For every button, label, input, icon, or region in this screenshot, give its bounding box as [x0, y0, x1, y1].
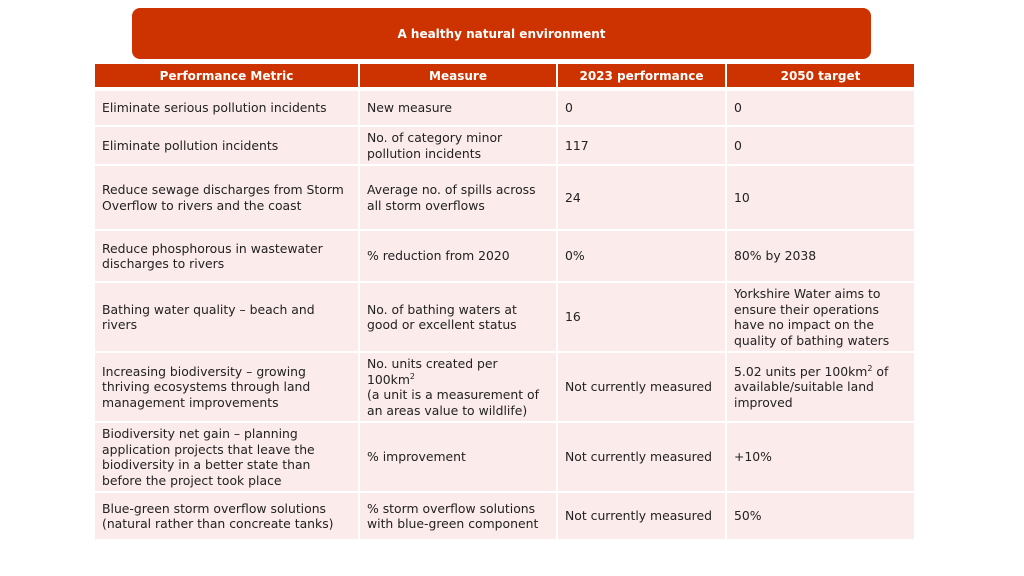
performance-table: Performance Metric Measure 2023 performa… — [95, 64, 914, 541]
measure-cell: % reduction from 2020 — [359, 230, 558, 283]
target-2050-cell: 80% by 2038 — [726, 230, 914, 283]
measure-cell: No. of category minor pollution incident… — [359, 126, 558, 166]
performance-2023-cell: 24 — [557, 165, 727, 231]
target-text: 5.02 units per 100km — [734, 363, 868, 379]
table-row: Increasing biodiversity – growing thrivi… — [95, 352, 914, 423]
measure-text: No. units created per 100km — [367, 356, 498, 387]
table-row: Bathing water quality – beach and rivers… — [95, 282, 914, 353]
performance-2023-cell: Not currently measured — [557, 492, 727, 541]
measure-cell: % storm overflow solutions with blue-gre… — [359, 492, 558, 541]
measure-cell: No. units created per 100km2 (a unit is … — [359, 352, 558, 423]
measure-note: (a unit is a measurement of an areas val… — [367, 387, 540, 418]
target-2050-cell: Yorkshire Water aims to ensure their ope… — [726, 282, 914, 353]
measure-cell: No. of bathing waters at good or excelle… — [359, 282, 558, 353]
column-header-performance-metric: Performance Metric — [95, 64, 360, 87]
column-header-measure: Measure — [359, 64, 558, 87]
column-header-2050-target: 2050 target — [726, 64, 914, 87]
metric-cell: Biodiversity net gain – planning applica… — [95, 422, 360, 493]
table-row: Reduce sewage discharges from Storm Over… — [95, 165, 914, 231]
target-2050-cell: 50% — [726, 492, 914, 541]
measure-cell: New measure — [359, 91, 558, 127]
measure-cell: Average no. of spills across all storm o… — [359, 165, 558, 231]
target-2050-cell: 5.02 units per 100km2 of available/suita… — [726, 352, 914, 423]
section-title: A healthy natural environment — [397, 26, 606, 41]
table-row: Biodiversity net gain – planning applica… — [95, 422, 914, 493]
metric-cell: Eliminate serious pollution incidents — [95, 91, 360, 127]
metric-cell: Reduce phosphorous in wastewater dischar… — [95, 230, 360, 283]
table-header-row: Performance Metric Measure 2023 performa… — [95, 64, 914, 87]
performance-2023-cell: 16 — [557, 282, 727, 353]
target-2050-cell: 10 — [726, 165, 914, 231]
measure-cell: % improvement — [359, 422, 558, 493]
metric-cell: Blue-green storm overflow solutions (nat… — [95, 492, 360, 541]
table-row: Eliminate pollution incidents No. of cat… — [95, 126, 914, 166]
table-row: Reduce phosphorous in wastewater dischar… — [95, 230, 914, 283]
metric-cell: Bathing water quality – beach and rivers — [95, 282, 360, 353]
performance-2023-cell: 117 — [557, 126, 727, 166]
performance-2023-cell: Not currently measured — [557, 422, 727, 493]
target-2050-cell: 0 — [726, 91, 914, 127]
column-header-2023-performance: 2023 performance — [557, 64, 727, 87]
metric-cell: Reduce sewage discharges from Storm Over… — [95, 165, 360, 231]
section-title-banner: A healthy natural environment — [132, 8, 871, 59]
metric-cell: Increasing biodiversity – growing thrivi… — [95, 352, 360, 423]
table-row: Blue-green storm overflow solutions (nat… — [95, 492, 914, 541]
target-2050-cell: +10% — [726, 422, 914, 493]
superscript-2: 2 — [867, 363, 873, 373]
target-text-cont: of available/suitable land improved — [734, 363, 889, 410]
performance-2023-cell: 0 — [557, 91, 727, 127]
metric-cell: Eliminate pollution incidents — [95, 126, 360, 166]
table-row: Eliminate serious pollution incidents Ne… — [95, 91, 914, 127]
superscript-2: 2 — [409, 371, 415, 381]
target-2050-cell: 0 — [726, 126, 914, 166]
performance-2023-cell: Not currently measured — [557, 352, 727, 423]
performance-2023-cell: 0% — [557, 230, 727, 283]
